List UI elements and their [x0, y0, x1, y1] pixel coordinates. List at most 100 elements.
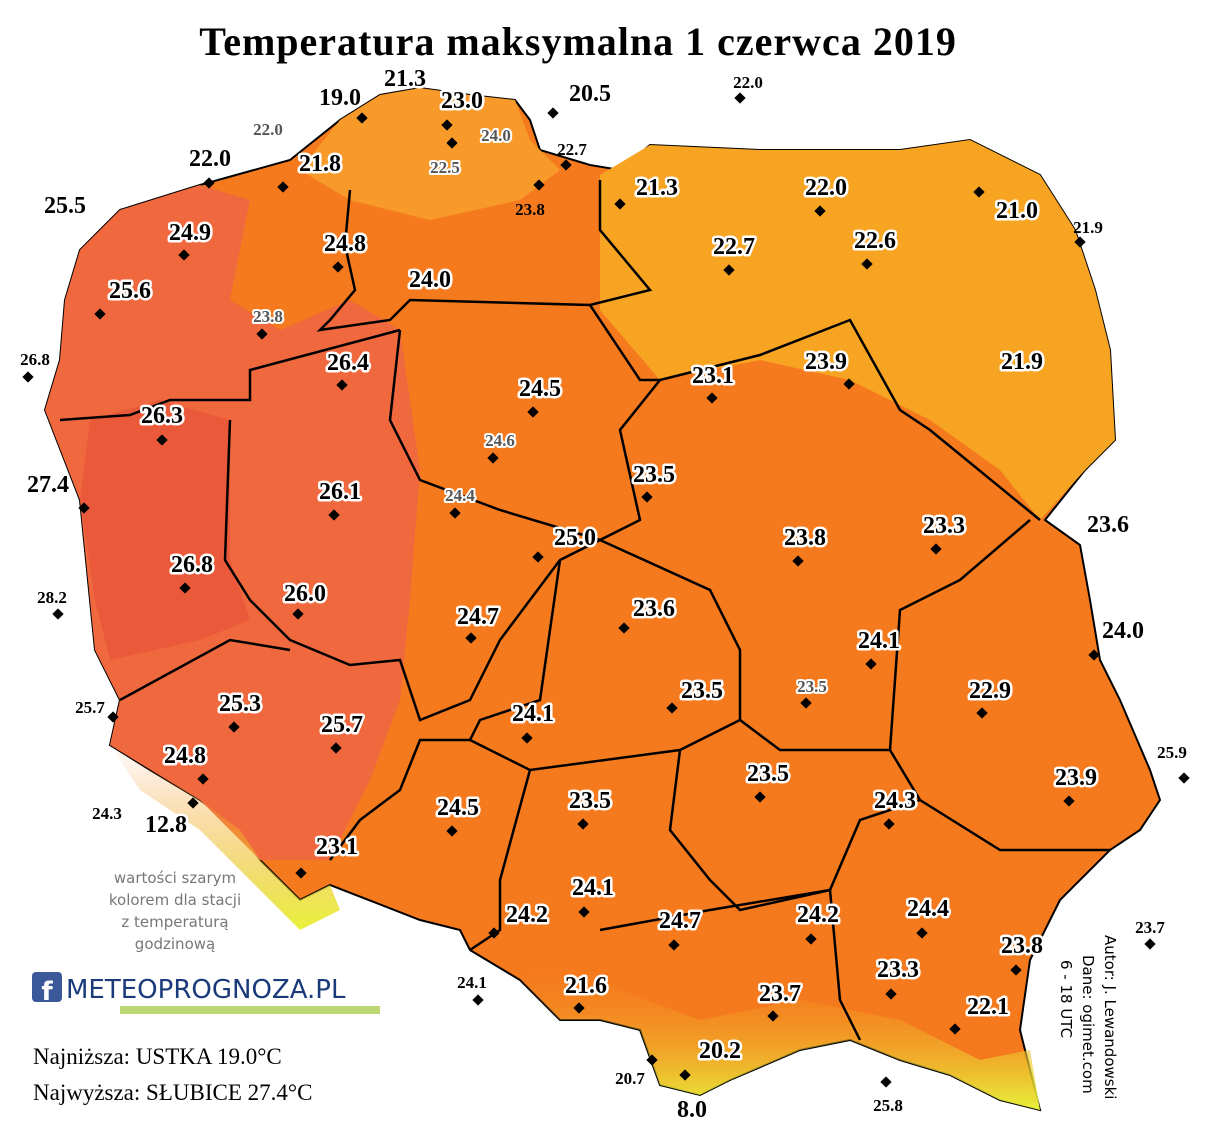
station-value: 26.8	[171, 552, 213, 578]
station-marker	[228, 721, 240, 733]
station-value: 20.2	[699, 1038, 741, 1064]
station-marker	[256, 328, 268, 340]
station-value: 28.2	[37, 588, 67, 607]
station-marker	[527, 406, 539, 418]
station-marker	[723, 264, 735, 276]
station-marker	[973, 186, 985, 198]
region-mountains	[110, 745, 340, 930]
extreme-max: Najwyższa: SŁUBICE 27.4°C	[33, 1080, 312, 1105]
station-marker	[197, 773, 209, 785]
note-line: kolorem dla stacji	[109, 891, 241, 909]
station-value: 26.0	[284, 581, 326, 607]
station-marker	[52, 608, 64, 620]
border	[589, 180, 653, 307]
station-value: 23.8	[1001, 933, 1043, 959]
station-value: 21.9	[1073, 218, 1103, 237]
station-value: 23.9	[805, 349, 847, 375]
region-carpathians	[520, 960, 1040, 1110]
station-value: 25.0	[554, 525, 596, 551]
station-value: 22.0	[805, 175, 847, 201]
border	[59, 328, 401, 422]
station-value: 21.8	[299, 151, 341, 177]
station-marker	[449, 507, 461, 519]
station-marker	[488, 927, 500, 939]
station-marker	[618, 622, 630, 634]
station-marker	[336, 379, 348, 391]
station-value: 24.1	[512, 701, 554, 727]
station-value: 23.8	[515, 200, 545, 219]
station-value: 24.2	[506, 902, 548, 928]
station-marker	[487, 452, 499, 464]
station-marker	[446, 137, 458, 149]
station-value: 24.6	[485, 431, 515, 450]
border	[329, 559, 562, 861]
station-marker	[754, 791, 766, 803]
station-value: 25.8	[873, 1096, 903, 1115]
logo-strip	[120, 1006, 380, 1014]
station-value: 25.6	[109, 278, 151, 304]
station-value: 24.1	[572, 875, 614, 901]
station-marker	[328, 509, 340, 521]
station-value: 23.7	[759, 981, 801, 1007]
station-marker	[446, 825, 458, 837]
station-value: 23.6	[1087, 512, 1129, 538]
station-marker	[203, 177, 215, 189]
station-value: 24.5	[437, 795, 479, 821]
credit: Dane: ogimet.com	[1079, 955, 1097, 1094]
station-marker	[668, 939, 680, 951]
border	[888, 749, 1110, 852]
station-marker	[521, 732, 533, 744]
station-marker	[577, 818, 589, 830]
note-line: z temperaturą	[121, 913, 228, 931]
station-marker	[532, 551, 544, 563]
extreme-min: Najniższa: USTKA 19.0°C	[33, 1044, 282, 1069]
station-marker	[865, 658, 877, 670]
logo[interactable]: METEOPROGNOZA.PL	[66, 975, 346, 1005]
station-marker	[666, 702, 678, 714]
station-marker	[578, 906, 590, 918]
station-value: 24.2	[797, 902, 839, 928]
station-marker	[330, 742, 342, 754]
station-marker	[792, 555, 804, 567]
station-value: 25.9	[1157, 743, 1187, 762]
station-marker	[1178, 772, 1190, 784]
station-value: 23.1	[692, 363, 734, 389]
station-value: 8.0	[677, 1097, 707, 1123]
station-value: 24.7	[457, 604, 499, 630]
station-value: 23.5	[681, 678, 723, 704]
station-value: 26.4	[327, 350, 369, 376]
station-value: 22.7	[713, 234, 755, 260]
credit: 6 - 18 UTC	[1057, 960, 1075, 1038]
station-marker	[187, 797, 199, 809]
station-marker	[800, 697, 812, 709]
station-value: 26.1	[319, 479, 361, 505]
station-value: 25.7	[321, 712, 363, 738]
station-marker	[1063, 795, 1075, 807]
station-marker	[533, 179, 545, 191]
station-value: 23.9	[1055, 765, 1097, 791]
station-value: 23.3	[877, 957, 919, 983]
station-value: 12.8	[145, 812, 187, 838]
border	[388, 329, 661, 542]
station-marker	[976, 707, 988, 719]
station-value: 21.3	[384, 66, 426, 92]
station-value: 26.3	[141, 403, 183, 429]
station-value: 24.4	[445, 486, 475, 505]
station-marker	[573, 1002, 585, 1014]
border	[668, 749, 921, 912]
station-value: 22.1	[967, 994, 1009, 1020]
station-value: 24.0	[409, 267, 451, 293]
station-marker	[916, 927, 928, 939]
station-value: 22.0	[189, 146, 231, 172]
station-value: 19.0	[319, 85, 361, 111]
note-line: godzinową	[135, 935, 215, 953]
station-value: 24.8	[164, 743, 206, 769]
station-value: 21.6	[565, 973, 607, 999]
station-marker	[706, 392, 718, 404]
station-marker	[861, 258, 873, 270]
station-marker	[292, 608, 304, 620]
station-marker	[614, 198, 626, 210]
region-lubuskie	[80, 400, 250, 660]
station-value: 24.3	[92, 804, 122, 823]
station-marker	[295, 867, 307, 879]
